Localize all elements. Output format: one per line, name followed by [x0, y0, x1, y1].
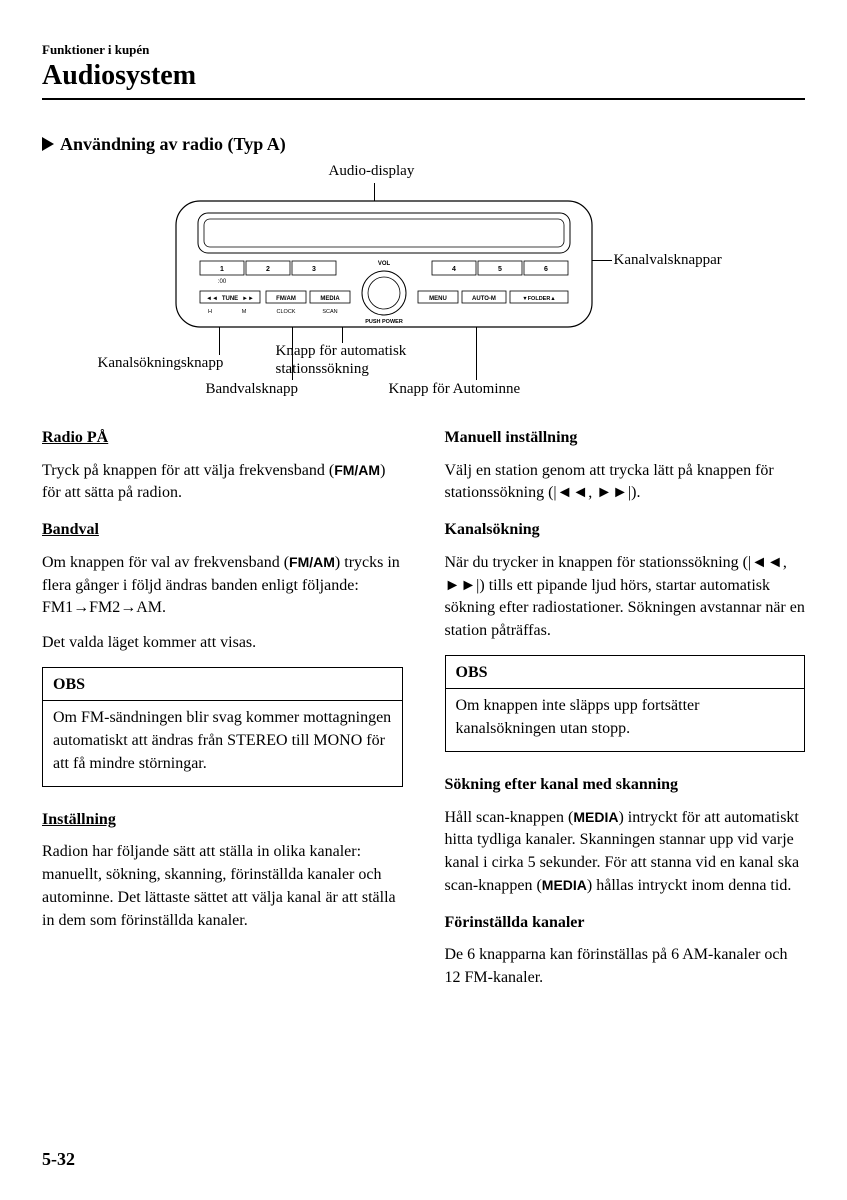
label-kanalvalsknappar: Kanalvalsknappar [614, 252, 722, 269]
clock-label: CLOCK [276, 309, 295, 315]
preset-4: 4 [452, 266, 456, 273]
autom-btn: AUTO-M [472, 296, 496, 302]
media-inline: MEDIA [573, 809, 618, 825]
manuell-para: Välj en station genom att trycka lätt på… [445, 460, 806, 505]
section-title-text: Användning av radio (Typ A) [60, 134, 286, 154]
bandval-heading: Bandval [42, 519, 403, 542]
preset-6: 6 [544, 266, 548, 273]
obs-box-2: OBS Om knappen inte släpps upp fortsätte… [445, 655, 806, 752]
label-autominne: Knapp för Autominne [389, 381, 521, 398]
header-title: Audiosystem [42, 60, 805, 92]
radio-faceplate-svg: 1 2 3 :00 VOL 4 5 6 PUSH POWER ◄◄ TUNE ►… [174, 195, 594, 335]
label-bandvalsknapp: Bandvalsknapp [206, 381, 298, 398]
kanalsok-para: När du trycker in knappen för stationssö… [445, 552, 806, 643]
obs-title: OBS [43, 668, 402, 702]
obs-body: Om FM-sändningen blir svag kommer mottag… [43, 701, 402, 785]
label-audio-display: Audio-display [329, 163, 415, 180]
obs-box-1: OBS Om FM-sändningen blir svag kommer mo… [42, 667, 403, 787]
text: ). [631, 484, 640, 501]
radio-diagram: Audio-display Kanalvalsknappar Kanalsökn… [44, 165, 804, 395]
preset-3: 3 [312, 266, 316, 273]
push-power-label: PUSH POWER [365, 319, 403, 325]
radio-pa-heading: Radio PÅ [42, 427, 403, 450]
tune-prev-icon: ◄◄ [206, 296, 218, 302]
radio-pa-para: Tryck på knappen för att välja frekvensb… [42, 460, 403, 505]
vol-label: VOL [377, 261, 390, 267]
preset-5: 5 [498, 266, 502, 273]
fmam-inline: FM/AM [334, 462, 380, 478]
tune-label: TUNE [221, 296, 237, 302]
text: ) hållas intryckt inom denna tid. [587, 877, 791, 894]
kanalsok-heading: Kanalsökning [445, 519, 806, 542]
header-rule [42, 98, 805, 100]
tune-next-icon: ►► [242, 296, 254, 302]
bandval-para2: Det valda läget kommer att visas. [42, 632, 403, 655]
label-auto-search-1: Knapp för automatisk [276, 343, 407, 360]
fmam-inline: FM/AM [289, 554, 335, 570]
installning-heading: Inställning [42, 809, 403, 832]
installning-para: Radion har följande sätt att ställa in o… [42, 841, 403, 932]
h-label: H [208, 309, 212, 315]
scan-label: SCAN [322, 309, 337, 315]
label-kanalsokningsknapp: Kanalsökningsknapp [98, 355, 224, 372]
page-number: 5-32 [42, 1149, 75, 1170]
menu-btn: MENU [429, 296, 447, 302]
content-columns: Radio PÅ Tryck på knappen för att välja … [42, 413, 805, 1002]
text: Håll scan-knappen ( [445, 809, 574, 826]
triangle-bullet-icon [42, 137, 54, 151]
text: ) tills ett pipande ljud hörs, startar a… [445, 577, 805, 639]
manuell-heading: Manuell inställning [445, 427, 806, 450]
obs-body: Om knappen inte släpps upp fortsätter ka… [446, 689, 805, 750]
header-chapter: Funktioner i kupén [42, 42, 805, 58]
left-column: Radio PÅ Tryck på knappen för att välja … [42, 413, 403, 1002]
skanning-para: Håll scan-knappen (MEDIA) intryckt för a… [445, 807, 806, 898]
media-inline: MEDIA [542, 877, 587, 893]
fmam-btn: FM/AM [276, 296, 296, 302]
bandval-para1: Om knappen för val av frekvensband (FM/A… [42, 552, 403, 620]
forinst-heading: Förinställda kanaler [445, 912, 806, 935]
preset-2: 2 [266, 266, 270, 273]
label-auto-search-2: stationssökning [276, 361, 369, 378]
text: Tryck på knappen för att välja frekvensb… [42, 462, 334, 479]
preset-1-sub: :00 [217, 279, 226, 285]
skanning-heading: Sökning efter kanal med skanning [445, 774, 806, 797]
folder-btn: ▼FOLDER▲ [522, 296, 556, 302]
m-label: M [241, 309, 246, 315]
forinst-para: De 6 knapparna kan förinställas på 6 AM-… [445, 944, 806, 989]
right-column: Manuell inställning Välj en station geno… [445, 413, 806, 1002]
section-heading: Användning av radio (Typ A) [42, 134, 805, 155]
text: Om knappen för val av frekvensband ( [42, 554, 289, 571]
media-btn: MEDIA [320, 296, 340, 302]
text: När du trycker in knappen för stationssö… [445, 554, 748, 571]
seek-icons-inline: |◄◄, ►►| [553, 484, 631, 501]
preset-1: 1 [220, 266, 224, 273]
obs-title: OBS [446, 656, 805, 690]
